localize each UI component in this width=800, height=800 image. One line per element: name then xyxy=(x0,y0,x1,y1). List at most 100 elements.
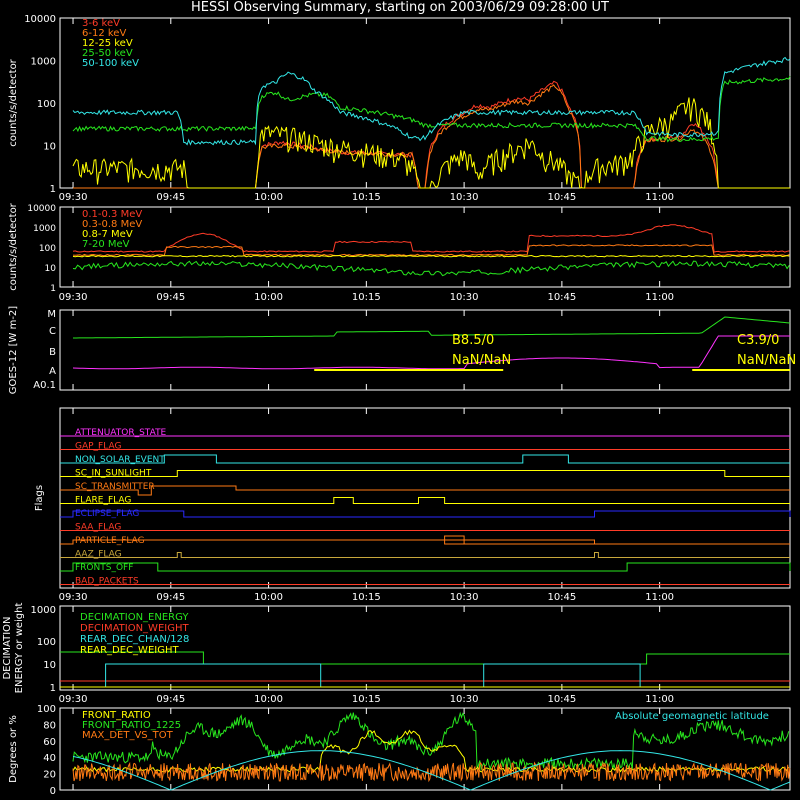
lightcurve-series-2 xyxy=(72,97,790,189)
flag-line-9 xyxy=(60,552,790,558)
flags-frame xyxy=(59,407,791,589)
time-tick-label: 09:45 xyxy=(156,292,185,303)
bgo-series-2 xyxy=(72,254,790,258)
bgo-series-3 xyxy=(72,260,790,277)
time-tick-label: 10:30 xyxy=(450,192,479,203)
time-tick-label: 10:15 xyxy=(352,592,381,603)
goes-y-tick: A0.1 xyxy=(33,380,56,391)
decimation-legend-entry: REAR_DEC_WEIGHT xyxy=(80,645,179,656)
flag-label: ECLIPSE_FLAG xyxy=(75,509,139,519)
flag-label: ATTENUATOR_STATE xyxy=(75,428,167,438)
ratio-y-tick: 60 xyxy=(43,737,56,748)
page-title: HESSI Observing Summary, starting on 200… xyxy=(191,0,609,15)
flag-label: PARTICLE_FLAG xyxy=(75,536,145,546)
rear-chan-line xyxy=(60,663,790,688)
time-tick-label: 10:30 xyxy=(450,694,479,705)
decimation-y-tick: 100 xyxy=(37,637,56,648)
flag-line-2 xyxy=(60,454,790,464)
bgo-legend-entry: 0.8-7 MeV xyxy=(82,229,133,240)
flag-label: FRONTS_OFF xyxy=(75,563,133,573)
bgo-y-tick: 10000 xyxy=(27,204,56,214)
time-tick-label: 10:15 xyxy=(352,694,381,705)
lightcurve-legend-entry: 3-6 keV xyxy=(82,18,120,29)
geomagnetic-annotation: Absolute geomagnetic latitude xyxy=(615,711,769,722)
time-tick-label: 11:00 xyxy=(645,592,674,603)
flag-label: SC_TRANSMITTER xyxy=(75,482,155,492)
lightcurve-legend-entry: 6-12 keV xyxy=(82,28,126,39)
flag-line-4 xyxy=(60,485,790,496)
bgo-y-tick: 1000 xyxy=(33,224,56,234)
decimation-y-tick: 1 xyxy=(50,683,56,694)
bgo-y-tick: 10 xyxy=(45,264,57,274)
time-tick-label: 10:45 xyxy=(547,292,576,303)
ratio-y-tick: 100 xyxy=(37,704,56,715)
decimation-ylabel-1: DECIMATION xyxy=(2,616,13,679)
bgo-y-tick: 100 xyxy=(39,244,56,254)
time-tick-label: 09:30 xyxy=(59,694,88,705)
goes-annotation: NaN/NaN xyxy=(452,353,511,368)
bgo-series-0 xyxy=(72,224,790,253)
bgo-legend-entry: 7-20 MeV xyxy=(82,239,130,250)
flag-line-5 xyxy=(60,497,790,504)
bgo-y-tick: 1 xyxy=(50,284,56,294)
goes-y-tick: A xyxy=(49,366,56,377)
decimation-legend-entry: DECIMATION_ENERGY xyxy=(80,612,189,623)
decimation-legend-entry: REAR_DEC_CHAN/128 xyxy=(80,634,189,645)
goes-y-tick: M xyxy=(47,309,56,320)
time-tick-label: 10:30 xyxy=(450,592,479,603)
lightcurve-legend-entry: 50-100 keV xyxy=(82,58,139,69)
front-ratio-1225-line xyxy=(72,711,790,772)
bgo-series-1 xyxy=(72,244,790,257)
ratio-legend-entry: MAX_DET_VS_TOT xyxy=(82,730,174,741)
time-tick-label: 09:45 xyxy=(156,192,185,203)
flag-line-10 xyxy=(60,562,791,572)
time-tick-label: 10:00 xyxy=(254,292,283,303)
time-tick-label: 10:45 xyxy=(547,694,576,705)
time-tick-label: 10:15 xyxy=(352,292,381,303)
ratio-ylabel: Degrees or % xyxy=(8,715,19,783)
lightcurve-legend-entry: 25-50 keV xyxy=(82,48,133,59)
goes-y-tick: C xyxy=(49,326,56,337)
lightcurve-y-tick: 10000 xyxy=(24,14,56,25)
flag-label: GAP_FLAG xyxy=(75,442,121,452)
flag-label: SAA_FLAG xyxy=(75,523,121,533)
flag-label: FLARE_FLAG xyxy=(75,496,131,506)
goes-annotation: B8.5/0 xyxy=(452,333,494,348)
lightcurve-y-tick: 10 xyxy=(43,142,56,153)
lightcurve-y-tick: 1000 xyxy=(31,57,56,68)
bgo-ylabel: counts/s/detector xyxy=(8,202,19,290)
flag-line-8 xyxy=(60,535,790,545)
flag-label: NON_SOLAR_EVENT xyxy=(75,455,165,465)
time-tick-label: 09:30 xyxy=(59,192,88,203)
bgo-frame xyxy=(59,206,791,288)
bgo-legend-entry: 0.3-0.8 MeV xyxy=(82,219,142,230)
time-tick-label: 10:30 xyxy=(450,292,479,303)
flag-label: BAD_PACKETS xyxy=(75,577,139,587)
ratio-legend-entry: FRONT_RATIO xyxy=(82,710,151,721)
time-tick-label: 11:00 xyxy=(645,192,674,203)
lightcurve-series-1 xyxy=(73,84,790,189)
goes-annotation: C3.9/0 xyxy=(737,333,779,348)
time-tick-label: 10:00 xyxy=(254,592,283,603)
goes-annotation: NaN/NaN xyxy=(737,353,796,368)
time-tick-label: 10:00 xyxy=(254,694,283,705)
flag-label: SC_IN_SUNLIGHT xyxy=(75,469,152,479)
lightcurve-y-tick: 1 xyxy=(50,184,56,195)
goes-frame xyxy=(59,309,791,391)
ratio-frame xyxy=(59,707,791,791)
time-tick-label: 09:30 xyxy=(59,592,88,603)
goes-y-tick: B xyxy=(49,347,56,358)
time-tick-label: 09:45 xyxy=(156,694,185,705)
flags-ylabel: Flags xyxy=(34,485,45,511)
lightcurve-y-tick: 100 xyxy=(37,99,56,110)
goes-long-line xyxy=(73,316,791,339)
ratio-y-tick: 0 xyxy=(50,786,56,797)
lightcurve-ylabel: counts/s/detector xyxy=(8,58,19,146)
lightcurve-series-4 xyxy=(72,56,791,146)
geomagnetic-latitude-line xyxy=(72,750,791,791)
time-tick-label: 10:15 xyxy=(352,192,381,203)
time-tick-label: 11:00 xyxy=(645,694,674,705)
goes-short-line xyxy=(72,335,790,370)
decimation-legend-entry: DECIMATION_WEIGHT xyxy=(80,623,189,634)
